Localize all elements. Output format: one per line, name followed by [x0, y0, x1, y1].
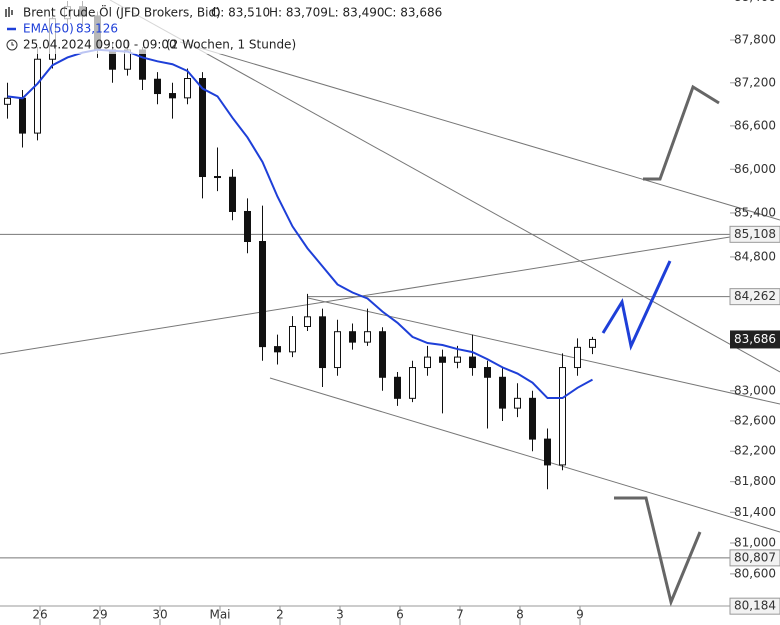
- candle-body: [259, 241, 266, 348]
- level-label: 80,184: [734, 599, 776, 613]
- candle-body: [184, 78, 191, 99]
- candle-body: [589, 338, 596, 348]
- y-tick-label: 88,400: [734, 0, 776, 4]
- candle-body: [544, 438, 551, 466]
- hand-drawn-arrows: [601, 84, 720, 607]
- candle-body: [349, 331, 356, 343]
- candle-body: [214, 176, 221, 179]
- last-price-label: 83,686: [734, 332, 776, 346]
- x-tick-label: 3: [336, 608, 344, 622]
- candle-body: [454, 356, 461, 363]
- y-tick-label: 86,000: [734, 162, 776, 176]
- last-price-tag: [730, 330, 780, 349]
- y-tick-label: 81,800: [734, 474, 776, 488]
- level-tag: [729, 288, 780, 306]
- indicator-value: 83,126: [76, 22, 118, 36]
- y-tick-label: 87,200: [734, 75, 776, 89]
- y-tick-label: 82,200: [734, 444, 776, 458]
- candle-body: [319, 316, 326, 369]
- candle-body: [19, 97, 26, 134]
- date: 25.04.2024 09:00 - 09:00: [23, 38, 177, 52]
- ema-line: [7, 48, 593, 400]
- candle-body: [244, 210, 251, 243]
- candle-body: [379, 331, 386, 378]
- y-tick-label: 81,000: [734, 535, 776, 549]
- low: L: 83,490: [328, 6, 385, 20]
- indicator: EMA(50): [23, 22, 74, 36]
- candle-body: [199, 78, 206, 178]
- candle-body: [439, 356, 446, 363]
- x-tick-label: 9: [576, 608, 584, 622]
- x-tick-label: 26: [32, 608, 47, 622]
- candle-body: [529, 397, 536, 440]
- x-tick-label: 8: [516, 608, 524, 622]
- y-tick-label: 83,000: [734, 383, 776, 397]
- candle-body: [229, 176, 236, 212]
- candle-body: [154, 78, 161, 95]
- open: O: 83,510: [211, 6, 270, 20]
- close: C: 83,686: [384, 6, 442, 20]
- candle-body: [409, 367, 416, 399]
- y-tick-label: 81,400: [734, 505, 776, 519]
- level-tag: [729, 225, 780, 243]
- y-tick-label: 86,600: [734, 118, 776, 132]
- y-tick-label: 80,600: [734, 566, 776, 580]
- candle-body: [484, 367, 491, 378]
- candle-body: [34, 58, 41, 134]
- y-tick-label: 85,400: [734, 205, 776, 219]
- level-tag: [729, 549, 780, 567]
- candle-body: [559, 367, 566, 466]
- instrument: Brent Crude Öl (JFD Brokers, Bid): [23, 4, 221, 20]
- candle-body: [139, 49, 146, 80]
- trend-lines: [0, 0, 780, 533]
- candle-body: [364, 331, 371, 343]
- candle-body: [574, 346, 581, 369]
- range: (2 Wochen, 1 Stunde): [166, 38, 296, 52]
- level-label: 80,807: [734, 550, 776, 564]
- candle-body: [334, 331, 341, 369]
- candle-body: [394, 376, 401, 399]
- level-label: 84,262: [734, 289, 776, 303]
- level-tag: [729, 597, 780, 615]
- high: H: 83,709: [269, 6, 328, 20]
- x-tick-label: 29: [92, 608, 107, 622]
- y-tick-label: 84,800: [734, 249, 776, 263]
- y-tick-label: 82,600: [734, 413, 776, 427]
- candle-body: [424, 356, 431, 369]
- x-tick-label: 30: [152, 608, 167, 622]
- candle-body: [289, 325, 296, 353]
- x-tick-label: 2: [276, 608, 284, 622]
- candle-body: [169, 93, 176, 99]
- x-tick-label: 7: [456, 608, 464, 622]
- header: Brent Crude Öl (JFD Brokers, Bid) O: 83,…: [0, 0, 442, 54]
- candle-body: [304, 316, 311, 327]
- x-tick-label: 6: [396, 608, 404, 622]
- level-label: 85,108: [734, 227, 776, 241]
- candle-body: [469, 356, 476, 369]
- candle-body: [274, 346, 281, 353]
- candle-body: [514, 397, 521, 409]
- candle-body: [4, 97, 11, 105]
- y-tick-label: 87,800: [734, 33, 776, 47]
- x-tick-label: Mai: [209, 608, 230, 622]
- candle-body: [499, 376, 506, 409]
